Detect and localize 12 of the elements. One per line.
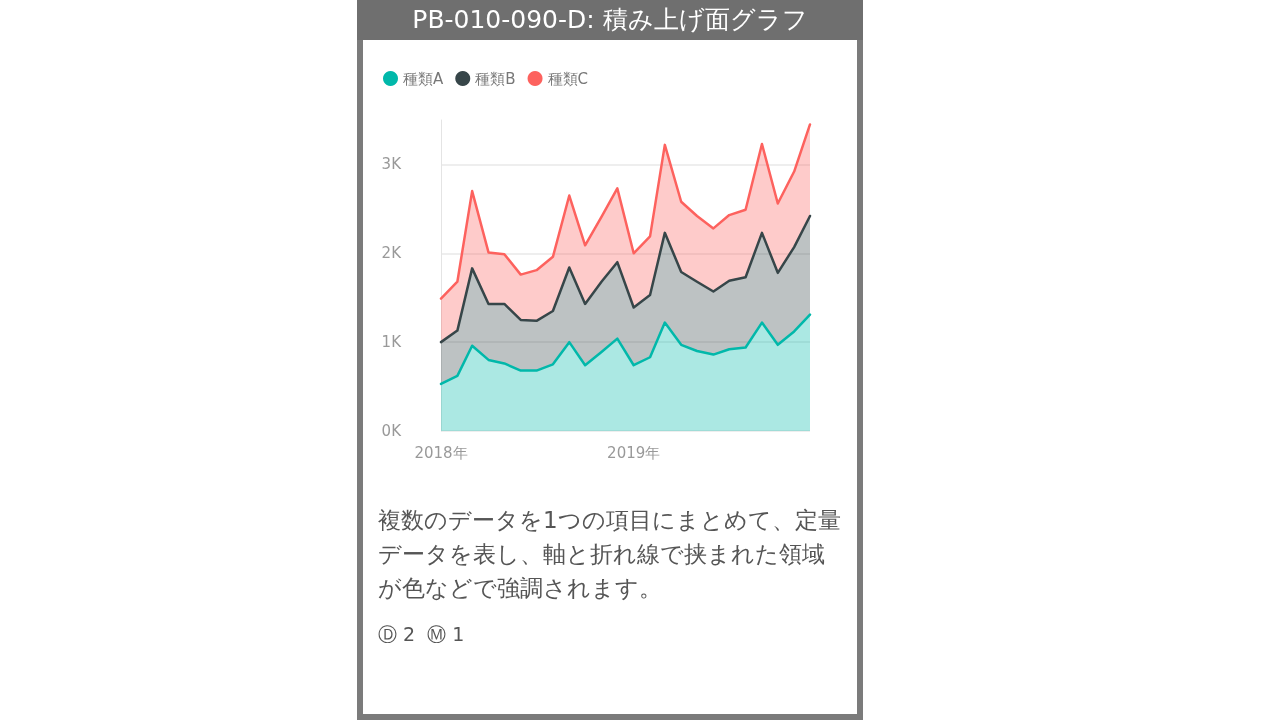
legend-label: 種類C [547,69,589,88]
x-tick-label: 2019年 [607,443,661,462]
legend-label: 種類A [403,69,444,88]
legend-label: 種類B [475,69,516,88]
text: 複数のデータを1つの項目にまとめて、定量データを表し、軸と折れ線で挟まれた領域が色などで強調されます。 [378,506,842,603]
y-tick-label: 0K [381,422,403,440]
y-tick-label: 3K [381,155,403,174]
chart-title: PB-010-090-D: 積み上げ面グラフ [357,0,863,40]
y-tick-label: 1K [381,333,403,352]
text: Ⓓ 2 Ⓜ 1 [378,622,466,647]
y-tick-label: 2K [381,244,403,263]
x-tick-label: 2018年 [414,443,468,462]
